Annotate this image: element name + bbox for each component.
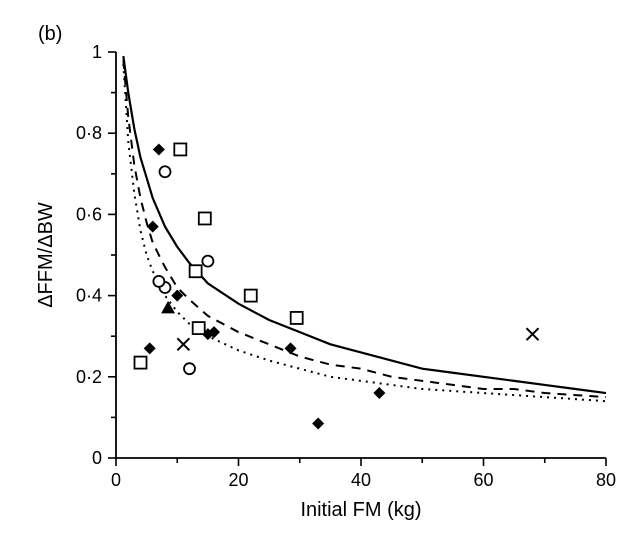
x-axis-label: Initial FM (kg): [300, 499, 421, 521]
y-tick-label: 0·6: [76, 204, 102, 224]
y-tick-label: 0·4: [76, 286, 102, 306]
chart-container: { "panel_label": "(b)", "chart": { "type…: [0, 0, 642, 538]
x-tick-label: 80: [596, 470, 616, 490]
x-tick-label: 40: [351, 470, 371, 490]
panel-label: (b): [38, 23, 62, 45]
y-tick-label: 1: [92, 42, 102, 62]
y-tick-label: 0·8: [76, 123, 102, 143]
x-tick-label: 0: [111, 470, 121, 490]
y-tick-label: 0: [92, 448, 102, 468]
y-axis-label: ΔFFM/ΔBW: [35, 202, 57, 308]
x-tick-label: 20: [228, 470, 248, 490]
x-tick-label: 60: [473, 470, 493, 490]
scatter-chart: (b) 0 20 40 60 80 0 0·2 0·4 0·6 0·8 1 Initial FM (kg…: [0, 0, 642, 538]
y-tick-label: 0·2: [76, 367, 102, 387]
